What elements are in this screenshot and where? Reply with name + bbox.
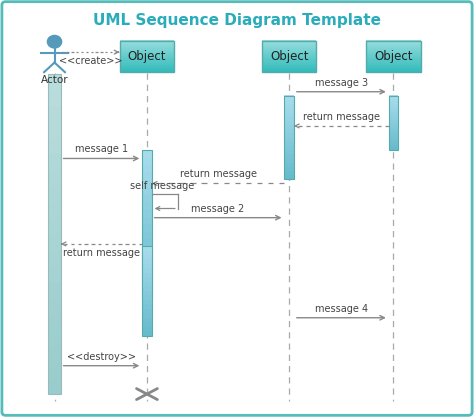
Text: <<destroy>>: <<destroy>> [67,352,136,362]
FancyBboxPatch shape [142,250,152,255]
FancyBboxPatch shape [389,128,398,131]
FancyBboxPatch shape [262,56,316,57]
FancyBboxPatch shape [142,164,152,172]
FancyBboxPatch shape [262,48,316,49]
FancyBboxPatch shape [262,61,316,63]
FancyBboxPatch shape [262,60,316,62]
FancyBboxPatch shape [284,95,294,100]
FancyBboxPatch shape [262,54,316,55]
FancyBboxPatch shape [119,57,174,58]
FancyBboxPatch shape [48,106,61,122]
FancyBboxPatch shape [284,141,294,146]
FancyBboxPatch shape [119,70,174,72]
FancyBboxPatch shape [366,55,420,56]
FancyBboxPatch shape [366,40,420,42]
FancyBboxPatch shape [48,330,61,346]
FancyBboxPatch shape [119,55,174,56]
Text: message 4: message 4 [315,304,368,314]
FancyBboxPatch shape [142,309,152,313]
FancyBboxPatch shape [48,282,61,298]
FancyBboxPatch shape [142,299,152,304]
FancyBboxPatch shape [119,59,174,60]
FancyBboxPatch shape [262,64,316,66]
FancyBboxPatch shape [119,45,174,47]
FancyBboxPatch shape [142,216,152,224]
FancyBboxPatch shape [142,194,152,202]
FancyBboxPatch shape [48,186,61,202]
FancyBboxPatch shape [48,90,61,106]
FancyBboxPatch shape [389,120,398,123]
Text: Object: Object [270,50,309,63]
FancyBboxPatch shape [119,48,174,49]
FancyBboxPatch shape [48,218,61,234]
FancyBboxPatch shape [142,231,152,239]
FancyBboxPatch shape [284,150,294,154]
FancyBboxPatch shape [142,281,152,286]
FancyBboxPatch shape [262,45,316,47]
FancyBboxPatch shape [389,123,398,126]
FancyBboxPatch shape [119,51,174,52]
FancyBboxPatch shape [389,147,398,150]
FancyBboxPatch shape [366,70,420,71]
FancyBboxPatch shape [262,57,316,58]
FancyBboxPatch shape [48,138,61,154]
FancyBboxPatch shape [366,56,420,57]
FancyBboxPatch shape [119,50,174,51]
FancyBboxPatch shape [119,40,174,42]
FancyBboxPatch shape [142,259,152,264]
FancyBboxPatch shape [142,277,152,282]
FancyBboxPatch shape [119,66,174,68]
FancyBboxPatch shape [284,133,294,138]
FancyBboxPatch shape [284,171,294,175]
FancyBboxPatch shape [142,286,152,291]
FancyBboxPatch shape [389,115,398,118]
FancyBboxPatch shape [142,273,152,277]
FancyBboxPatch shape [142,268,152,276]
FancyBboxPatch shape [366,68,420,69]
FancyBboxPatch shape [262,50,316,51]
FancyBboxPatch shape [119,68,174,69]
FancyBboxPatch shape [48,170,61,186]
FancyBboxPatch shape [119,62,174,63]
FancyBboxPatch shape [142,157,152,165]
FancyBboxPatch shape [284,121,294,125]
FancyBboxPatch shape [142,209,152,217]
Text: message 2: message 2 [191,203,245,214]
FancyBboxPatch shape [142,224,152,231]
FancyBboxPatch shape [262,63,316,65]
FancyBboxPatch shape [366,57,420,58]
FancyBboxPatch shape [262,55,316,56]
FancyBboxPatch shape [119,54,174,55]
FancyBboxPatch shape [389,95,398,99]
FancyBboxPatch shape [119,68,174,70]
FancyBboxPatch shape [366,62,420,63]
FancyBboxPatch shape [366,63,420,65]
FancyBboxPatch shape [389,136,398,139]
FancyBboxPatch shape [366,51,420,52]
FancyBboxPatch shape [119,41,174,43]
FancyBboxPatch shape [389,101,398,104]
FancyBboxPatch shape [262,40,316,42]
FancyBboxPatch shape [366,49,420,50]
FancyBboxPatch shape [262,70,316,72]
FancyBboxPatch shape [284,112,294,117]
FancyBboxPatch shape [366,64,420,66]
Text: Object: Object [128,50,166,63]
FancyBboxPatch shape [119,43,174,45]
FancyBboxPatch shape [142,246,152,251]
FancyBboxPatch shape [142,264,152,269]
Text: message 3: message 3 [315,78,368,88]
FancyBboxPatch shape [48,234,61,250]
FancyBboxPatch shape [142,150,152,158]
FancyBboxPatch shape [142,290,152,295]
FancyBboxPatch shape [389,125,398,128]
FancyBboxPatch shape [284,162,294,167]
FancyBboxPatch shape [119,56,174,57]
FancyBboxPatch shape [262,51,316,52]
FancyBboxPatch shape [142,268,152,273]
FancyBboxPatch shape [142,276,152,284]
FancyBboxPatch shape [389,109,398,112]
FancyBboxPatch shape [262,49,316,50]
FancyBboxPatch shape [262,43,316,45]
